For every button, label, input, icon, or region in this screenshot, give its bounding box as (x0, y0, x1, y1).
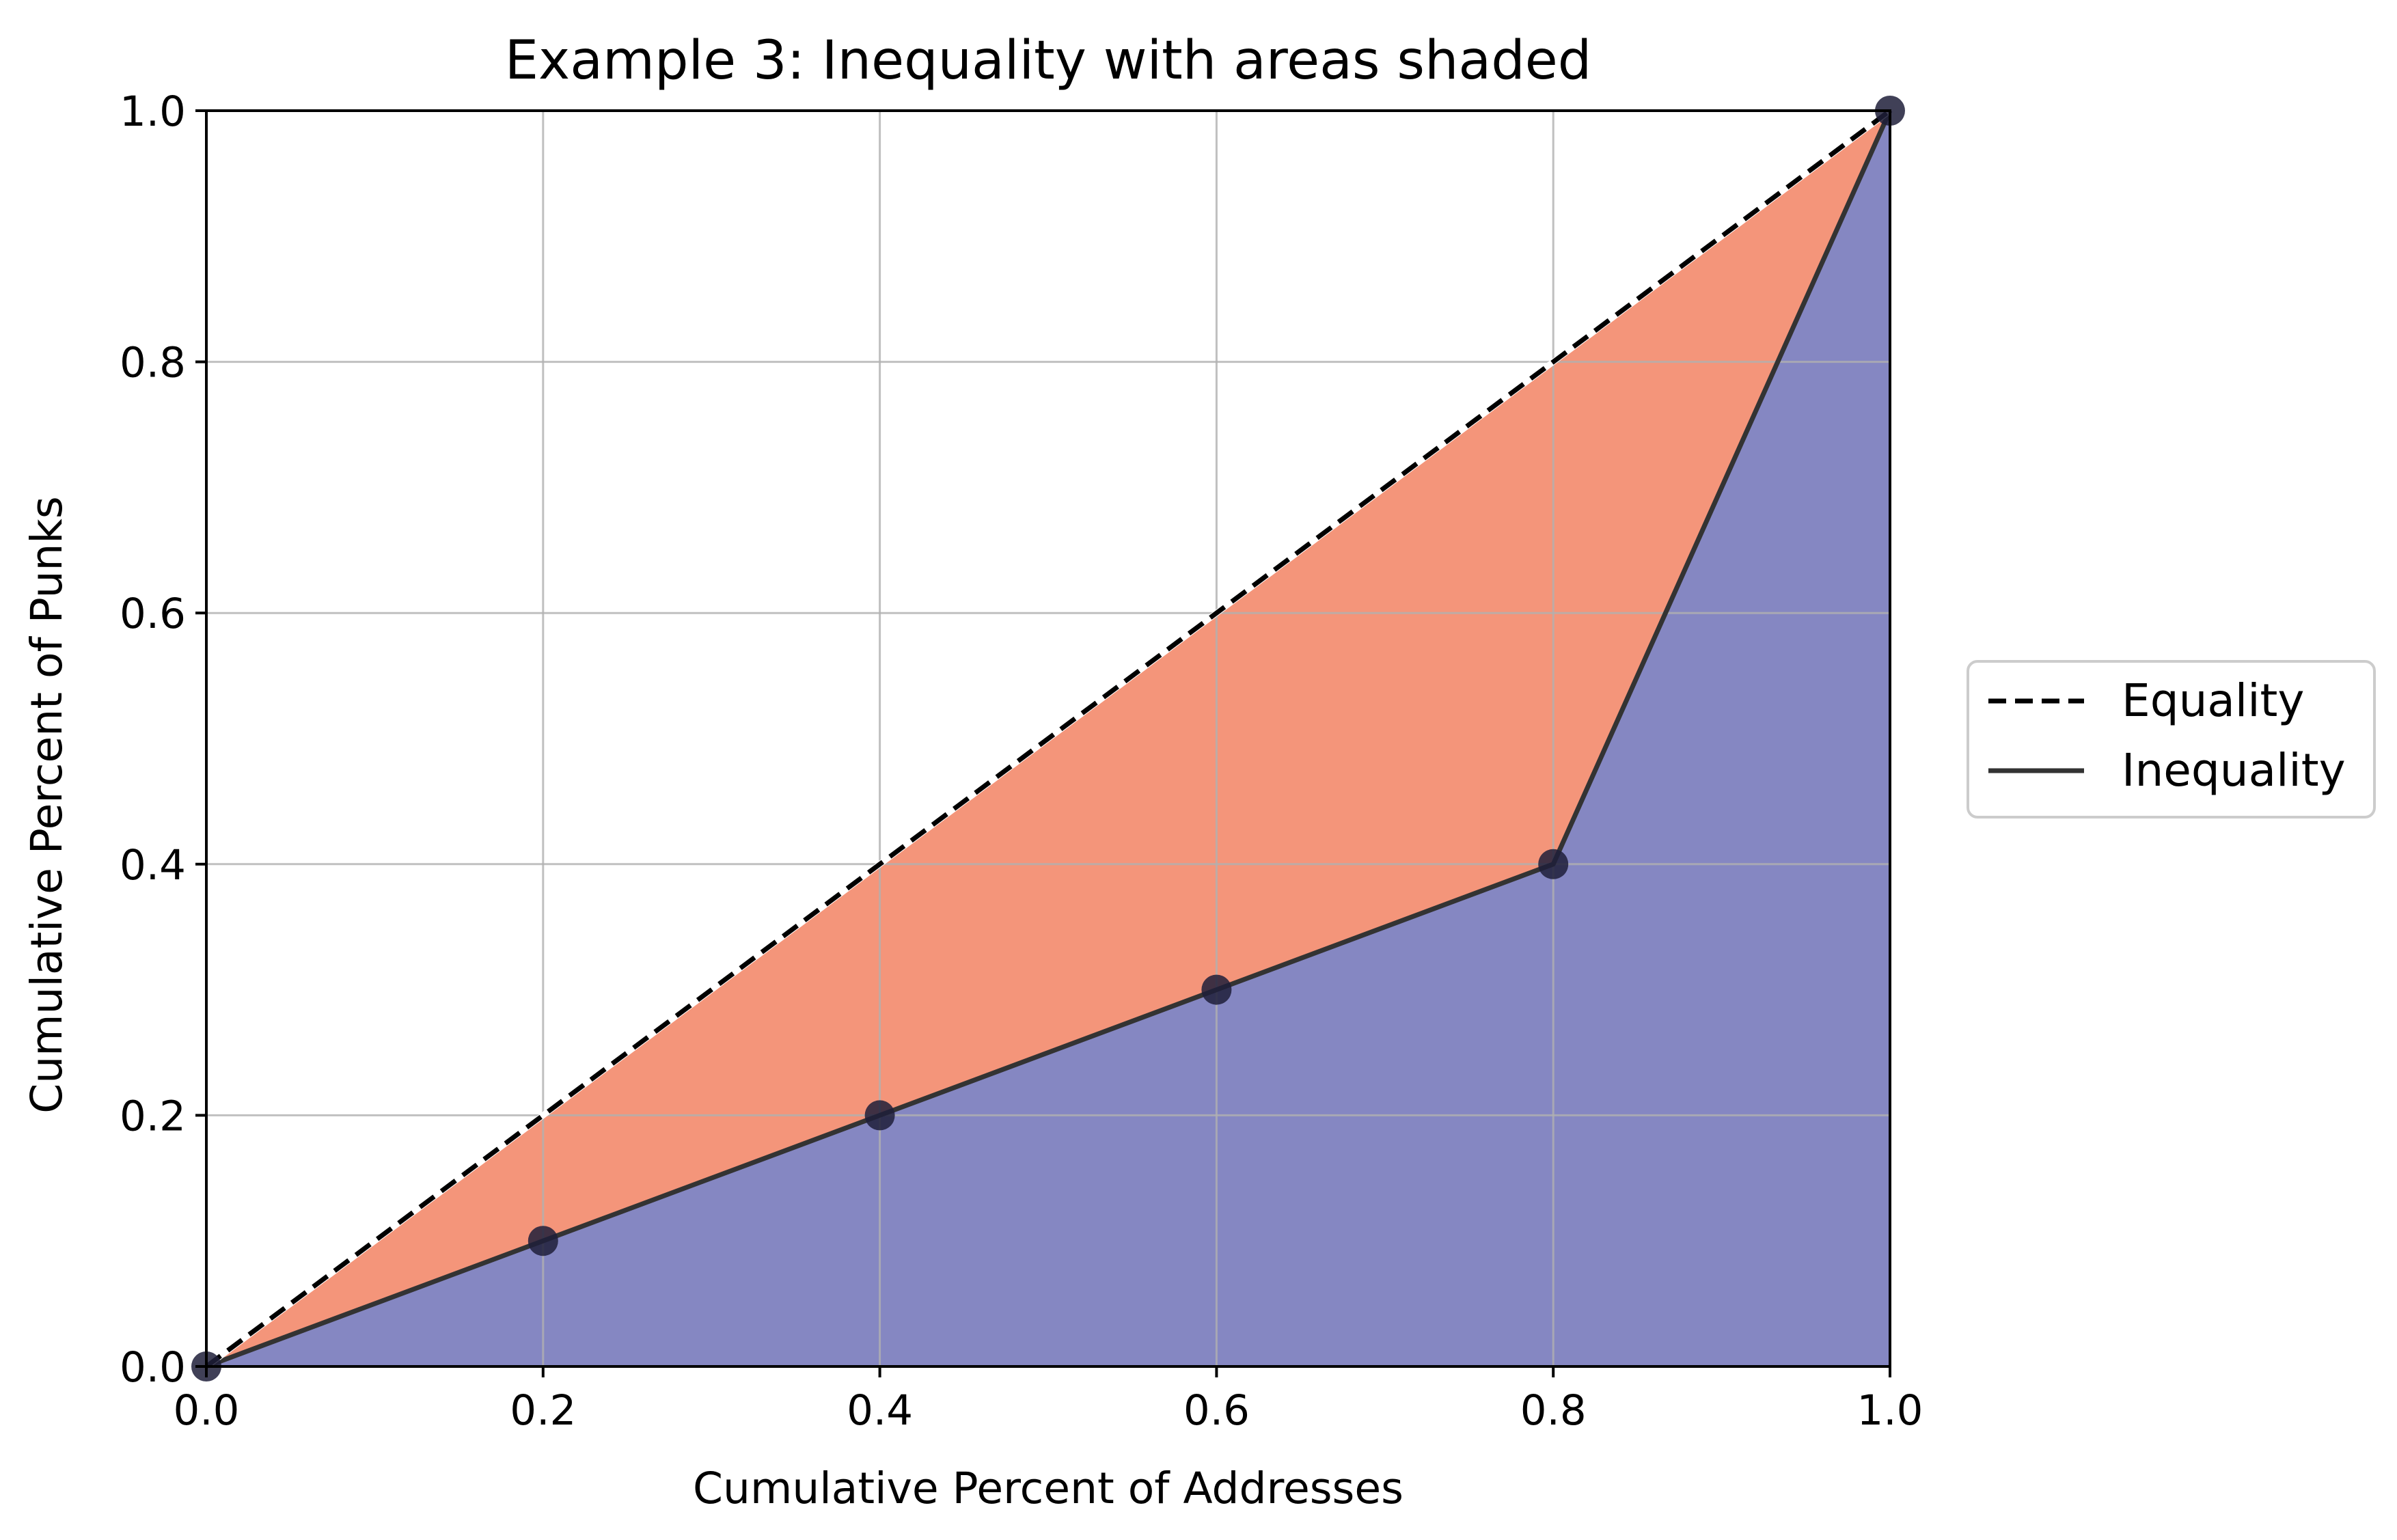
plot-frame (205, 109, 1891, 1368)
y-axis-label: Cumulative Percent of Punks (22, 496, 72, 1113)
lower-shaded-area (206, 111, 1890, 1366)
y-tick-label: 0.6 (120, 590, 186, 638)
y-axis-ticks: 0.0 0.2 0.4 0.6 0.8 1.0 (120, 87, 206, 1392)
x-axis-ticks: 0.0 0.2 0.4 0.6 0.8 1.0 (173, 1366, 1923, 1435)
y-tick-label: 0.0 (120, 1343, 186, 1392)
legend-inequality-label: Inequality (2122, 744, 2346, 797)
x-tick-label: 1.0 (1857, 1386, 1923, 1435)
x-tick-label: 0.4 (847, 1386, 913, 1435)
x-tick-label: 0.6 (1183, 1386, 1250, 1435)
data-point (1538, 849, 1569, 879)
inequality-line (205, 109, 1893, 1369)
legend-equality-label: Equality (2122, 674, 2304, 727)
chart-title: Example 3: Inequality with areas shaded (505, 30, 1591, 92)
data-point (864, 1100, 895, 1131)
data-point (528, 1226, 558, 1256)
x-tick-label: 0.0 (173, 1386, 239, 1435)
equality-line (204, 109, 1892, 1369)
data-point (1201, 974, 1232, 1005)
x-tick-label: 0.8 (1520, 1386, 1587, 1435)
x-tick-label: 0.2 (510, 1386, 576, 1435)
y-tick-label: 1.0 (120, 87, 186, 136)
x-axis-label: Cumulative Percent of Addresses (693, 1463, 1403, 1513)
y-tick-label: 0.4 (120, 841, 186, 890)
series-lines (204, 108, 1893, 1369)
y-tick-label: 0.2 (120, 1092, 186, 1140)
legend: Equality Inequality (1967, 660, 2376, 819)
y-tick-label: 0.8 (120, 339, 186, 387)
